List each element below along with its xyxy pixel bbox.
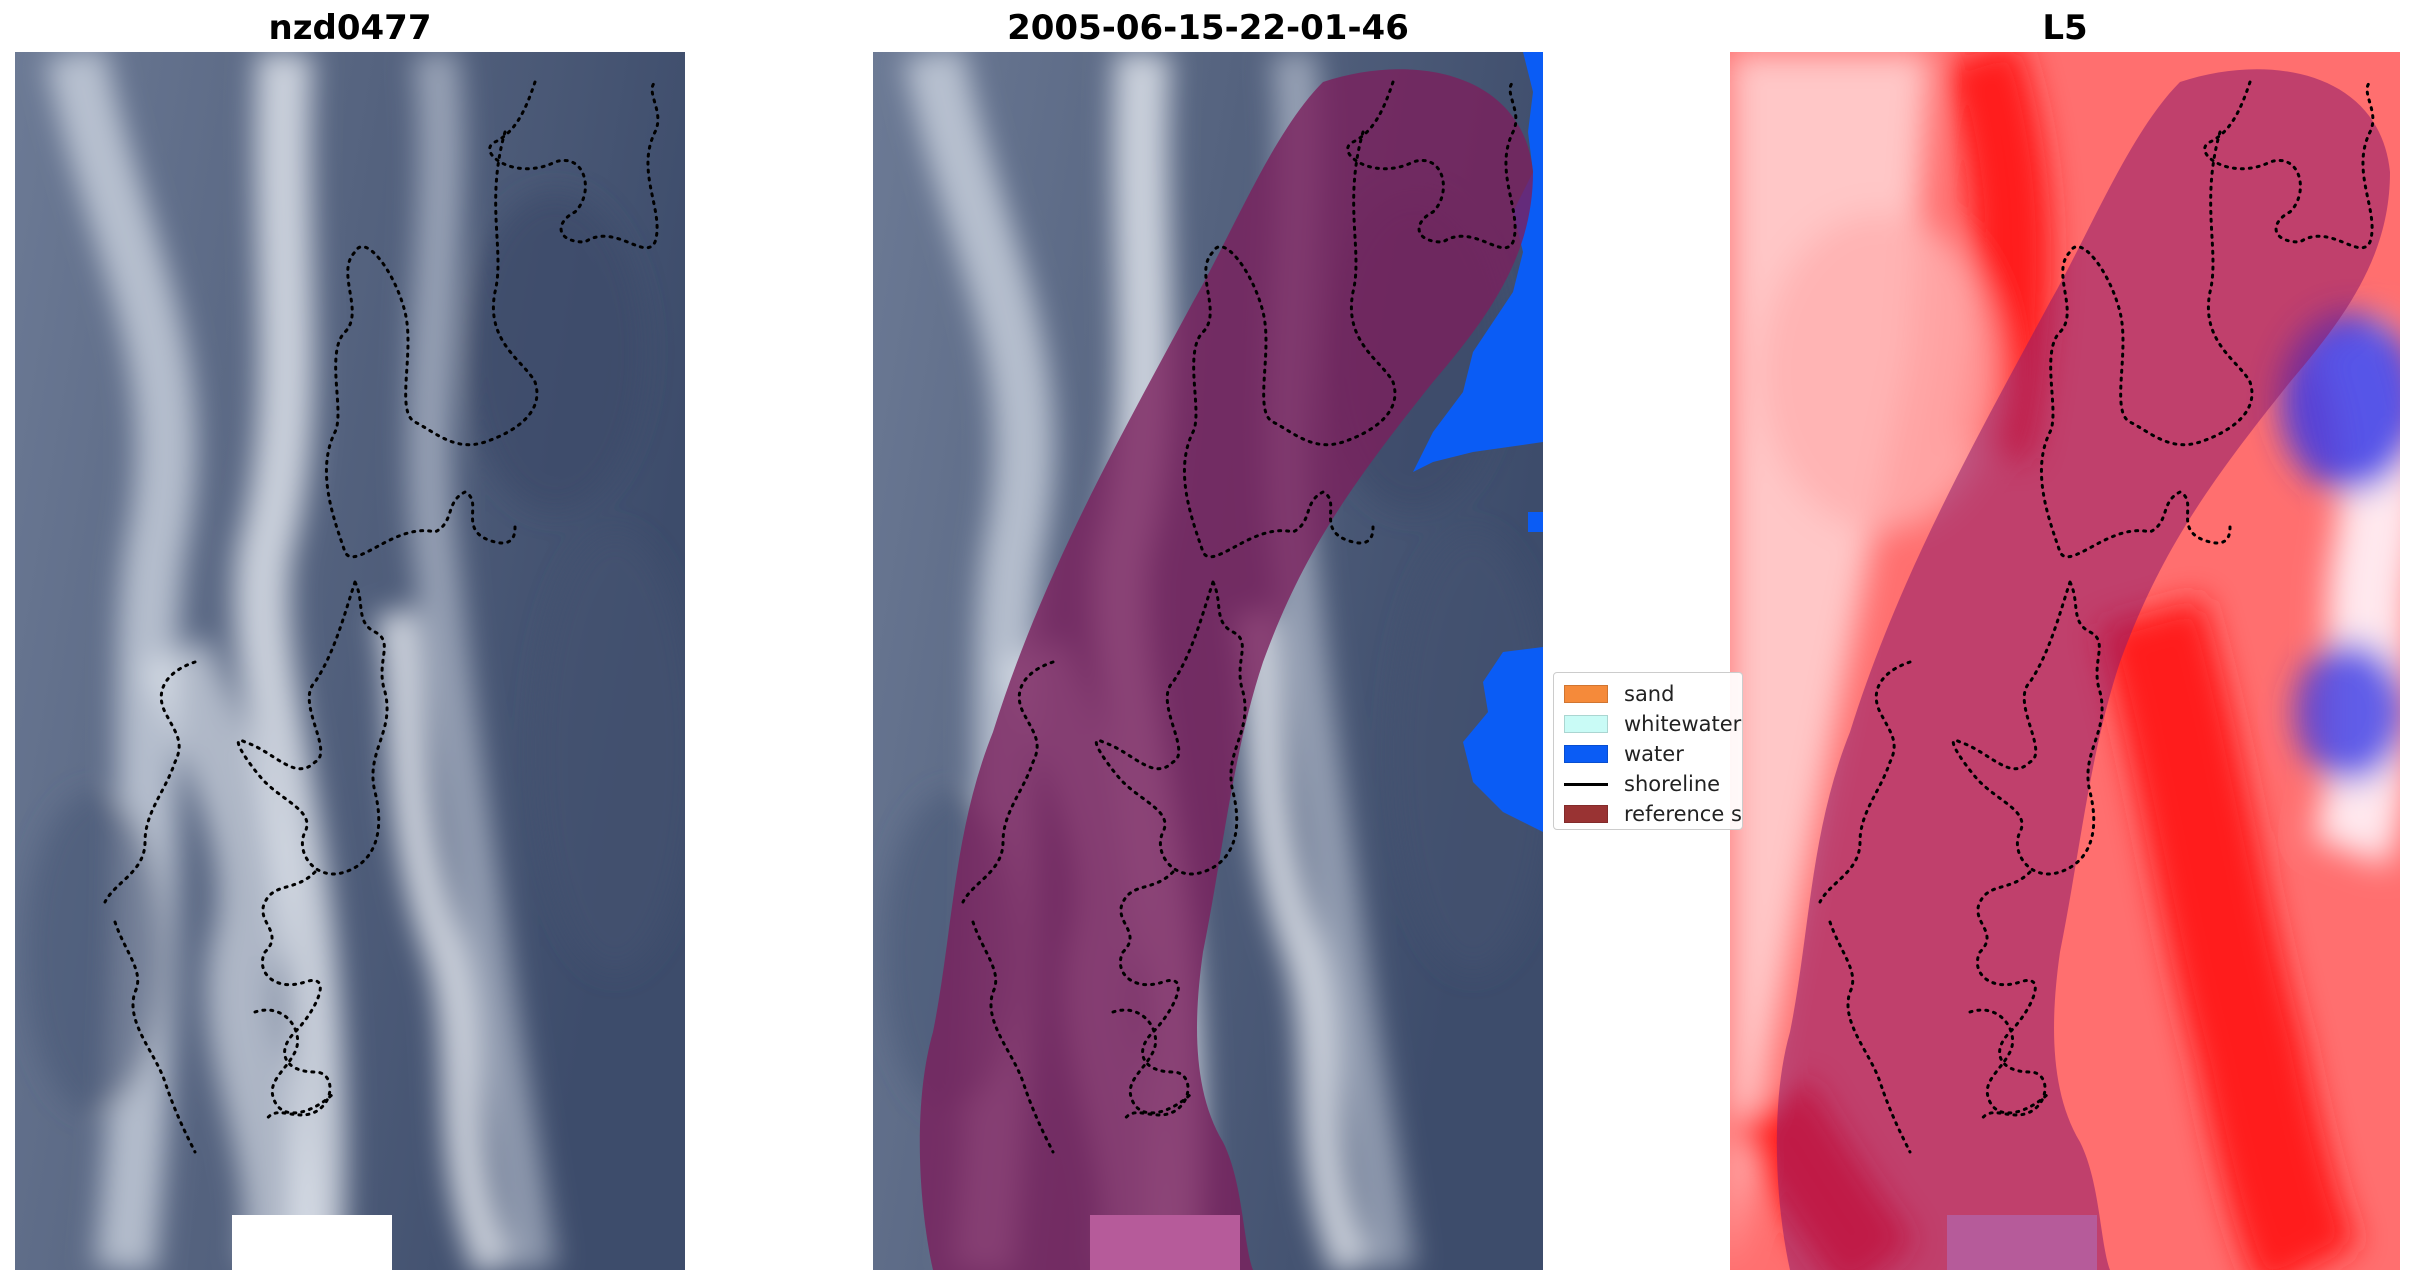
buffer-nodata-patch (1090, 1215, 1240, 1270)
classified-image-panel (873, 52, 1543, 1270)
legend-item-shoreline: shoreline (1564, 769, 1742, 799)
l5-index-panel (1730, 52, 2400, 1270)
legend-item-whitewater: whitewater (1564, 709, 1742, 739)
buffer-nodata-patch (1947, 1215, 2097, 1270)
legend-label: whitewater (1624, 712, 1742, 736)
legend-line-shoreline (1564, 782, 1608, 786)
legend-swatch-water (1564, 745, 1608, 763)
satellite-image (15, 52, 685, 1270)
legend-label: shoreline (1624, 772, 1721, 796)
water-mask-mid (1463, 647, 1543, 832)
legend-item-sand: sand (1564, 679, 1742, 709)
water-mask-top (1413, 52, 1543, 472)
legend-swatch-sand (1564, 685, 1608, 703)
reference-shoreline-buffer (1776, 69, 2390, 1270)
panel-title-l5: L5 (2042, 8, 2088, 48)
satellite-image-panel (15, 52, 685, 1270)
legend-item-reference-buffer: reference shoreline buffer (1564, 799, 1742, 829)
legend-label: reference shoreline buffer (1624, 802, 1742, 826)
panel-title-date: 2005-06-15-22-01-46 (1007, 8, 1409, 48)
legend-swatch-whitewater (1564, 715, 1608, 733)
panel-title-nzd0477: nzd0477 (268, 8, 432, 48)
reference-shoreline-buffer (919, 69, 1533, 1270)
legend: sand whitewater water shoreline referenc… (1553, 672, 1743, 830)
legend-label: sand (1624, 682, 1675, 706)
legend-item-water: water (1564, 739, 1742, 769)
classified-image (873, 52, 1543, 1270)
legend-label: water (1624, 742, 1684, 766)
nodata-patch (232, 1215, 392, 1270)
legend-swatch-reference-buffer (1564, 805, 1608, 823)
l5-index-image (1730, 52, 2400, 1270)
